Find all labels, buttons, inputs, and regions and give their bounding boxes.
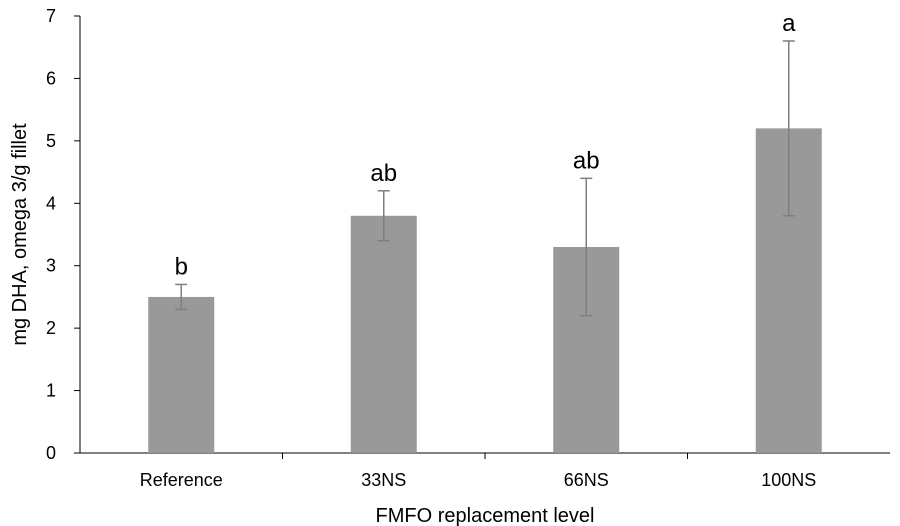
y-tick-label: 7 bbox=[46, 6, 56, 26]
bars bbox=[148, 128, 822, 453]
significance-label: b bbox=[175, 253, 188, 280]
error-bars bbox=[175, 40, 795, 317]
y-tick-label: 6 bbox=[46, 68, 56, 88]
x-axis-title: FMFO replacement level bbox=[376, 505, 595, 526]
x-tick-label: 100NS bbox=[761, 470, 816, 490]
significance-labels: b ab ab a bbox=[175, 10, 797, 280]
y-tick-label: 1 bbox=[46, 381, 56, 401]
error-bar bbox=[580, 177, 593, 317]
x-tick-label: Reference bbox=[140, 470, 223, 490]
significance-label: a bbox=[782, 10, 796, 37]
x-tick-label: 66NS bbox=[564, 470, 609, 490]
y-axis-ticks: 0 1 2 3 4 5 6 7 bbox=[46, 6, 80, 463]
y-tick-label: 3 bbox=[46, 256, 56, 276]
x-tick-label: 33NS bbox=[361, 470, 406, 490]
y-tick-label: 2 bbox=[46, 318, 56, 338]
error-bar bbox=[377, 190, 390, 242]
bar bbox=[350, 215, 417, 453]
y-tick-label: 5 bbox=[46, 131, 56, 151]
y-axis-title: mg DHA, omega 3/g fillet bbox=[9, 123, 31, 346]
significance-label: ab bbox=[573, 147, 600, 174]
y-tick-label: 0 bbox=[46, 443, 56, 463]
error-bar bbox=[782, 40, 795, 217]
error-bar bbox=[175, 283, 188, 311]
bar bbox=[148, 296, 215, 453]
y-tick-label: 4 bbox=[46, 193, 56, 213]
x-axis-ticks: Reference 33NS 66NS 100NS bbox=[140, 453, 816, 490]
significance-label: ab bbox=[370, 160, 397, 187]
